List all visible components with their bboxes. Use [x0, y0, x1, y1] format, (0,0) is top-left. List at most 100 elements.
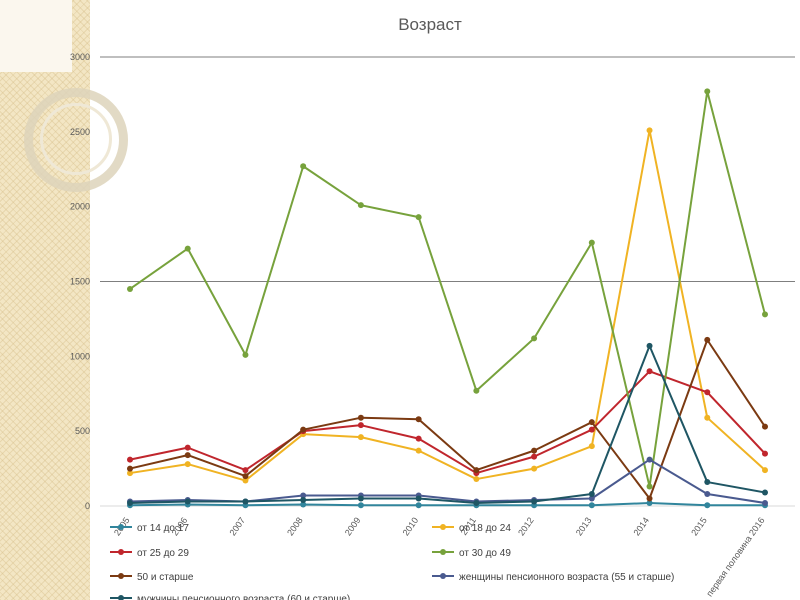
legend-label: от 30 до 49 [459, 548, 511, 559]
data-point [473, 500, 480, 507]
series-line [129, 370, 766, 475]
data-point [357, 434, 364, 441]
y-tick-label: 0 [85, 501, 90, 511]
x-tick-label: 2012 [516, 515, 536, 537]
series-lines [127, 88, 768, 509]
data-point [762, 450, 768, 457]
data-point [415, 502, 422, 509]
series-3 [127, 368, 768, 477]
data-point [415, 214, 422, 221]
legend-item: от 18 до 24 [432, 523, 511, 534]
data-point [127, 456, 133, 463]
data-point [646, 368, 653, 375]
data-point [588, 443, 595, 450]
data-point [531, 335, 538, 342]
data-point [646, 342, 653, 349]
data-point [415, 447, 422, 454]
gridlines [100, 56, 795, 507]
data-point [704, 479, 711, 486]
y-tick-label: 3000 [70, 52, 90, 62]
data-point [300, 426, 307, 433]
x-tick-label: 2014 [632, 515, 652, 537]
legend-swatch-marker [118, 524, 124, 530]
y-tick-label: 2000 [70, 202, 90, 212]
y-tick-label: 2500 [70, 127, 90, 137]
x-tick-label: 2007 [227, 515, 247, 537]
series-line [129, 502, 765, 507]
x-tick-label: 2013 [574, 515, 594, 537]
data-point [588, 491, 595, 498]
data-point [184, 461, 191, 468]
legend-label: от 14 до 17 [137, 523, 189, 534]
data-point [531, 465, 538, 472]
data-point [588, 419, 595, 426]
x-tick-label: 2009 [343, 515, 363, 537]
legend-item: 50 и старше [110, 572, 194, 583]
series-line [129, 458, 766, 504]
data-point [588, 502, 595, 509]
data-point [357, 422, 364, 429]
data-point [762, 423, 768, 430]
data-point [704, 88, 711, 95]
legend-item: от 30 до 49 [432, 548, 511, 559]
data-point [415, 416, 422, 423]
data-point [300, 163, 307, 170]
data-point [184, 245, 191, 252]
decorative-ring-inner [40, 103, 112, 175]
legend-swatch-marker [118, 595, 124, 600]
y-tick-label: 1500 [70, 277, 90, 287]
decorative-corner-box [0, 0, 72, 72]
x-tick-label: первая половина 2016 [704, 515, 766, 598]
data-point [646, 127, 653, 134]
data-point [588, 426, 595, 433]
data-point [357, 502, 364, 509]
data-point [762, 311, 768, 318]
legend-item: от 25 до 29 [110, 548, 189, 559]
y-tick-label: 1000 [70, 351, 90, 361]
legend-swatch-marker [440, 549, 446, 555]
data-point [531, 447, 538, 454]
data-point [762, 467, 768, 474]
data-point [127, 465, 133, 472]
series-7 [127, 342, 768, 507]
data-point [473, 387, 480, 394]
data-point [242, 351, 249, 358]
data-point [357, 414, 364, 421]
decorative-ring [24, 88, 128, 192]
series-4 [127, 88, 768, 490]
legend-label: 50 и старше [137, 572, 194, 583]
data-point [357, 495, 364, 502]
series-5 [127, 336, 768, 502]
data-point [127, 470, 133, 477]
data-point [704, 414, 711, 421]
data-point [704, 491, 711, 498]
series-line [129, 129, 766, 482]
y-tick-label: 500 [75, 426, 90, 436]
series-line [129, 338, 766, 500]
data-point [704, 389, 711, 396]
data-point [588, 495, 595, 502]
series-line [129, 90, 766, 488]
data-point [762, 489, 768, 496]
legend-swatch-marker [118, 549, 124, 555]
data-point [704, 502, 711, 509]
data-point [242, 498, 249, 505]
series-line [129, 344, 766, 505]
legend-item: мужчины пенсионного возраста (60 и старш… [110, 594, 350, 600]
data-point [184, 452, 191, 459]
legend-label: мужчины пенсионного возраста (60 и старш… [137, 594, 350, 600]
data-point [531, 498, 538, 505]
data-point [184, 444, 191, 451]
data-point [300, 497, 307, 504]
legend-swatch-marker [118, 573, 124, 579]
x-tick-label: 2010 [401, 515, 421, 537]
data-point [473, 467, 480, 474]
x-tick-label: 2015 [689, 515, 709, 537]
legend-item: от 14 до 17 [110, 523, 189, 534]
data-point [473, 476, 480, 483]
legend-swatch-marker [440, 524, 446, 530]
data-point [184, 498, 191, 505]
legend-item: женщины пенсионного возраста (55 и старш… [432, 572, 674, 583]
data-point [531, 453, 538, 460]
